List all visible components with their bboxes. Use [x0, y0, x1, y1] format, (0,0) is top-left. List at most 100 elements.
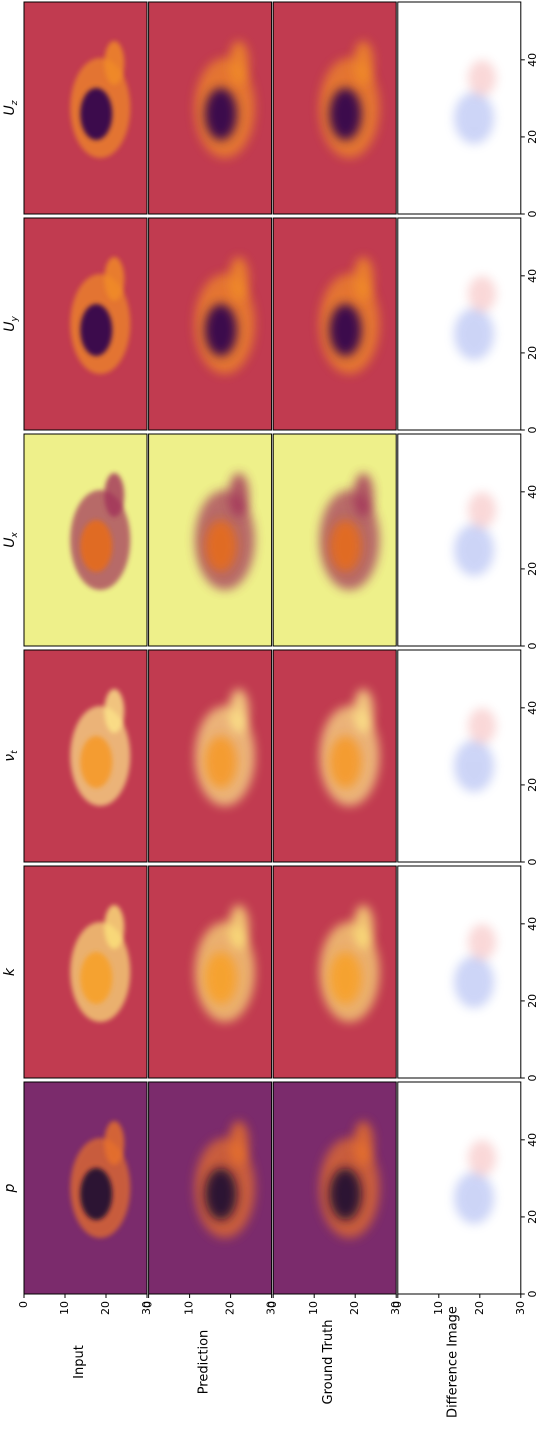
panel-border — [23, 217, 148, 431]
field-arm — [228, 905, 249, 949]
y-tick-label: 40 — [526, 917, 539, 931]
panel-border — [397, 649, 522, 863]
row-symbol: k — [2, 967, 18, 976]
x-tick-label: 0 — [142, 1301, 155, 1308]
heatmap-panel — [23, 649, 148, 863]
heatmap-panel — [148, 217, 273, 431]
heatmap-panel — [148, 1, 273, 215]
panel-border — [397, 865, 522, 1079]
heatmap-panel — [23, 433, 148, 647]
field-core — [80, 304, 113, 356]
y-tick-label: 0 — [526, 1075, 539, 1082]
field-core — [329, 1168, 362, 1220]
field-core — [80, 736, 113, 788]
panel-border — [397, 433, 522, 647]
x-tick-label: 10 — [183, 1301, 196, 1315]
y-tick-label: 40 — [526, 1133, 539, 1147]
diff-blob — [454, 740, 495, 792]
x-tick-label: 30 — [140, 1301, 153, 1315]
heatmap-panel — [148, 649, 273, 863]
panel-border — [272, 1081, 397, 1295]
field-core — [329, 304, 362, 356]
panel-border — [148, 865, 273, 1079]
heatmap-panel — [397, 433, 522, 647]
y-tick-label: 0 — [526, 1291, 539, 1298]
panel-border — [397, 1, 522, 215]
panel-border — [148, 1081, 273, 1295]
heatmap-content — [397, 2, 521, 214]
panel-border — [397, 217, 522, 431]
heatmap-content — [273, 434, 397, 646]
diff-blob — [468, 60, 497, 96]
field-core — [204, 952, 237, 1004]
field-arm — [104, 1121, 125, 1165]
x-tick-label: 0 — [266, 1301, 279, 1308]
x-tick-label: 20 — [473, 1301, 486, 1315]
heatmap-content — [24, 650, 147, 862]
field-core — [329, 736, 362, 788]
heatmap-panel — [272, 1, 397, 215]
field-arm — [104, 473, 125, 517]
row-label: Ux — [2, 532, 20, 548]
heatmap-content — [24, 218, 147, 430]
heatmap-content — [273, 1082, 397, 1294]
heatmap-panel — [272, 865, 397, 1079]
diff-blob — [454, 1172, 495, 1224]
diff-blob — [468, 1140, 497, 1176]
heatmap-panel — [272, 649, 397, 863]
field-arm — [353, 473, 374, 517]
field-arm — [353, 1121, 374, 1165]
column-label: Prediction — [196, 1330, 211, 1395]
heatmap-content — [148, 218, 272, 430]
diff-blob — [468, 492, 497, 528]
heatmap-panel — [272, 433, 397, 647]
heatmap-panel — [148, 1081, 273, 1295]
heatmap-content — [148, 2, 272, 214]
row-label: νt — [2, 750, 20, 762]
panel-border — [23, 1, 148, 215]
row-label: k — [2, 967, 18, 976]
field-arm — [104, 689, 125, 733]
field-core — [329, 88, 362, 140]
row-subscript: t — [10, 750, 20, 754]
diff-blob — [454, 956, 495, 1008]
panel-border — [148, 1, 273, 215]
panel-border — [148, 217, 273, 431]
heatmap-panel — [272, 1081, 397, 1295]
heatmap-panel — [397, 217, 522, 431]
panel-border — [23, 865, 148, 1079]
field-core — [80, 88, 113, 140]
heatmap-panel — [23, 1, 148, 215]
diff-blob — [468, 276, 497, 312]
panel-border — [272, 1, 397, 215]
heatmap-panel — [397, 1081, 522, 1295]
row-symbol: U — [2, 538, 18, 548]
field-arm — [228, 1121, 249, 1165]
field-arm — [228, 41, 249, 85]
panel-border — [23, 649, 148, 863]
field-arm — [353, 41, 374, 85]
y-tick-label: 20 — [526, 778, 539, 792]
heatmap-panel — [397, 649, 522, 863]
row-symbol: U — [2, 105, 18, 115]
heatmap-content — [397, 218, 521, 430]
panel-border — [272, 865, 397, 1079]
heatmap-panel — [397, 865, 522, 1079]
heatmap-content — [148, 650, 272, 862]
panel-border — [23, 433, 148, 647]
y-tick-label: 40 — [526, 485, 539, 499]
panel-border — [148, 433, 273, 647]
diff-blob — [454, 524, 495, 576]
diff-blob — [468, 708, 497, 744]
field-core — [329, 520, 362, 572]
row-symbol: ν — [2, 754, 18, 762]
panel-border — [397, 1081, 522, 1295]
x-tick-label: 20 — [224, 1301, 237, 1315]
x-tick-label: 30 — [514, 1301, 527, 1315]
diff-blob — [454, 92, 495, 144]
heatmap-content — [24, 1082, 147, 1294]
y-tick-label: 20 — [526, 346, 539, 360]
field-core — [329, 952, 362, 1004]
y-tick-label: 0 — [526, 859, 539, 866]
